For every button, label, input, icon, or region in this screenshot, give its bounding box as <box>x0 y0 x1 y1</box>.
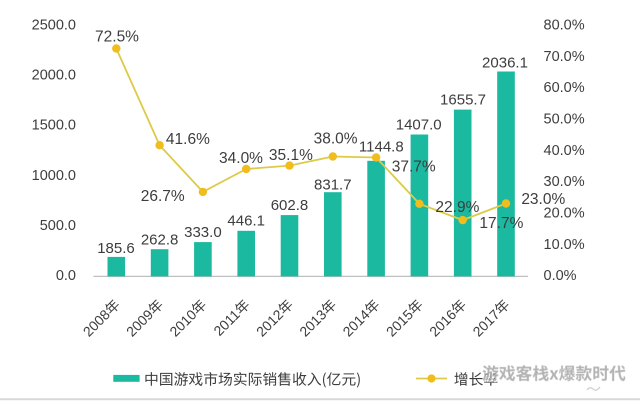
svg-text:80.0%: 80.0% <box>544 18 585 34</box>
svg-text:26.7%: 26.7% <box>141 188 185 205</box>
svg-text:333.0: 333.0 <box>184 224 222 241</box>
svg-text:1144.8: 1144.8 <box>359 139 404 156</box>
svg-text:17.7%: 17.7% <box>479 215 523 232</box>
svg-text:34.0%: 34.0% <box>219 150 263 167</box>
svg-text:2000.0: 2000.0 <box>32 68 76 84</box>
svg-text:23.0%: 23.0% <box>521 191 565 208</box>
svg-text:1500.0: 1500.0 <box>32 118 76 134</box>
svg-text:0.0%: 0.0% <box>544 268 577 284</box>
svg-text:72.5%: 72.5% <box>95 29 139 46</box>
svg-text:446.1: 446.1 <box>227 213 265 230</box>
svg-text:40.0%: 40.0% <box>544 143 585 159</box>
svg-text:1655.7: 1655.7 <box>440 92 486 109</box>
svg-text:22.9%: 22.9% <box>435 199 479 216</box>
svg-text:41.6%: 41.6% <box>166 131 210 148</box>
svg-text:185.6: 185.6 <box>97 240 135 257</box>
svg-text:2500.0: 2500.0 <box>32 18 76 34</box>
svg-text:262.8: 262.8 <box>141 231 179 248</box>
svg-text:30.0%: 30.0% <box>544 174 585 190</box>
svg-text:1000.0: 1000.0 <box>32 168 76 184</box>
svg-text:1407.0: 1407.0 <box>396 117 442 134</box>
svg-text:0.0: 0.0 <box>56 268 76 284</box>
svg-text:2036.1: 2036.1 <box>482 55 528 72</box>
svg-text:831.7: 831.7 <box>314 177 352 194</box>
svg-text:20.0%: 20.0% <box>544 206 585 222</box>
svg-text:10.0%: 10.0% <box>544 237 585 253</box>
svg-text:37.7%: 37.7% <box>392 158 436 175</box>
svg-text:38.0%: 38.0% <box>314 131 358 148</box>
svg-text:60.0%: 60.0% <box>544 80 585 96</box>
svg-text:35.1%: 35.1% <box>269 147 313 164</box>
svg-text:602.8: 602.8 <box>271 197 309 214</box>
svg-text:70.0%: 70.0% <box>544 49 585 65</box>
svg-text:500.0: 500.0 <box>40 218 76 234</box>
svg-text:50.0%: 50.0% <box>544 112 585 128</box>
